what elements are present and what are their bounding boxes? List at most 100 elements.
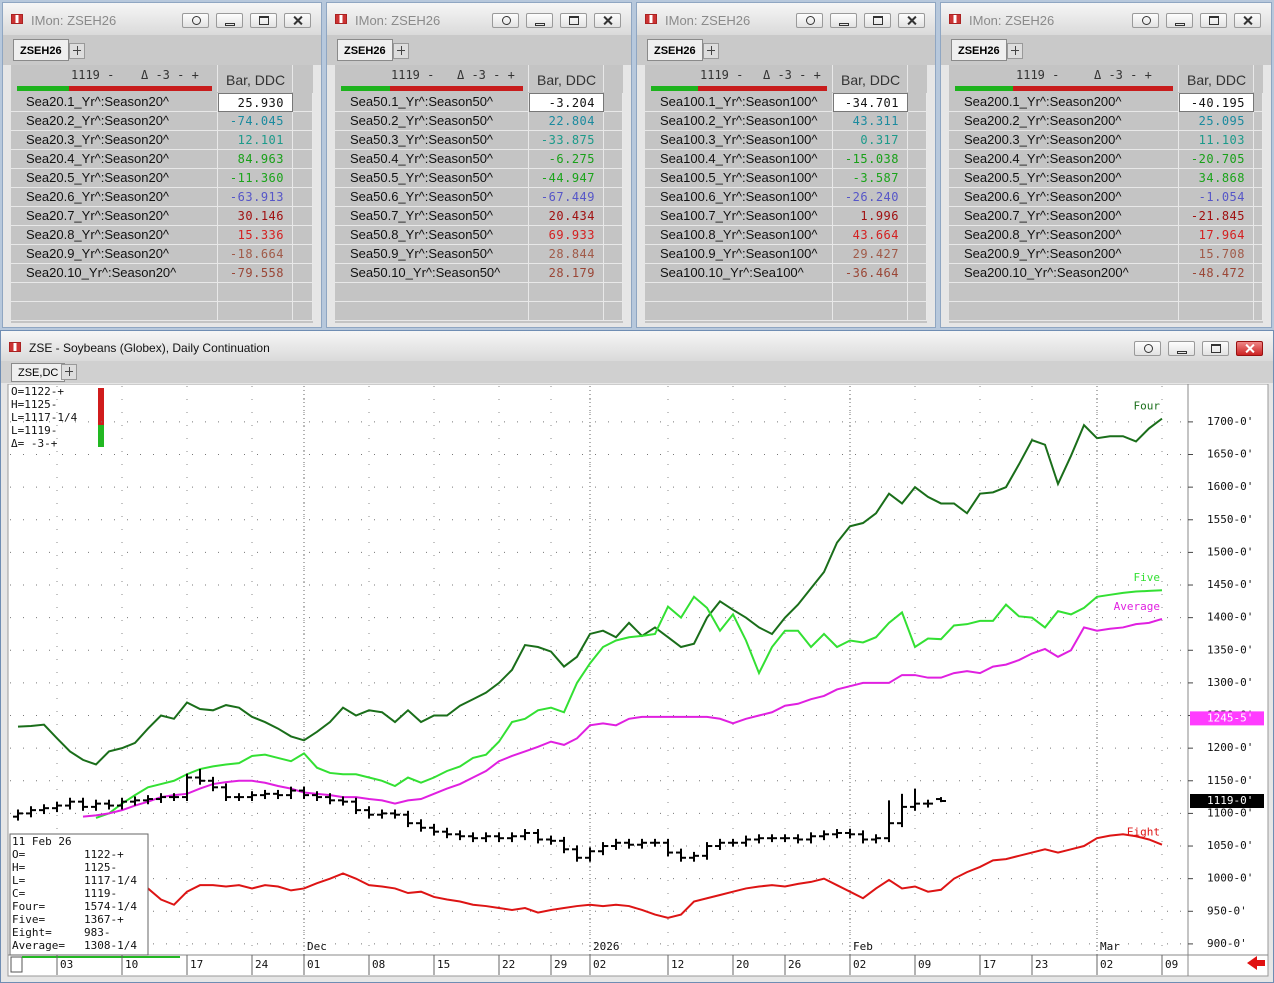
row-label bbox=[645, 302, 833, 321]
x-tick-label: 09 bbox=[918, 958, 931, 971]
y-tick-label: 1200-0' bbox=[1207, 741, 1253, 754]
add-tab[interactable] bbox=[1007, 43, 1023, 59]
table-row: Sea20.8_Yr^:Season20^ 15.336 bbox=[11, 226, 313, 245]
minimize-button[interactable] bbox=[526, 13, 553, 28]
header-delta: Δ -3 - + bbox=[141, 68, 199, 82]
row-value: 25.930 bbox=[218, 93, 293, 112]
add-tab[interactable] bbox=[703, 43, 719, 59]
row-value bbox=[833, 283, 908, 302]
column-header: Bar, DDC bbox=[537, 72, 597, 88]
minimize-button[interactable] bbox=[830, 13, 857, 28]
row-label: Sea20.2_Yr^:Season20^ bbox=[11, 112, 218, 131]
readout-line: L=1117-1/4 bbox=[11, 411, 78, 424]
row-label: Sea50.9_Yr^:Season50^ bbox=[335, 245, 529, 264]
price-tag bbox=[1190, 794, 1264, 809]
row-filler bbox=[293, 112, 313, 131]
chart-tab[interactable]: ZSE,DC bbox=[11, 363, 66, 382]
pin-button[interactable] bbox=[796, 13, 823, 28]
y-tick-label: 1350-0' bbox=[1207, 643, 1253, 656]
row-label: Sea20.7_Yr^:Season20^ bbox=[11, 207, 218, 226]
row-label: Sea50.5_Yr^:Season50^ bbox=[335, 169, 529, 188]
row-value: 20.434 bbox=[529, 207, 604, 226]
maximize-button[interactable] bbox=[560, 13, 587, 28]
change-bar-up bbox=[17, 86, 69, 91]
table-row: Sea20.3_Yr^:Season20^ 12.101 bbox=[11, 131, 313, 150]
row-value: -36.464 bbox=[833, 264, 908, 283]
monitor-tab[interactable]: ZSEH26 bbox=[337, 39, 393, 61]
pin-button[interactable] bbox=[1132, 13, 1159, 28]
y-tick-label: 1500-0' bbox=[1207, 545, 1253, 558]
tab-strip: ZSEH26 bbox=[3, 35, 321, 65]
row-label bbox=[335, 283, 529, 302]
table-row bbox=[949, 302, 1263, 321]
row-label: Sea20.6_Yr^:Season20^ bbox=[11, 188, 218, 207]
row-filler bbox=[908, 245, 927, 264]
table: 1119 - Δ -3 - + Bar, DDC Sea100.1_Yr^:Seaso… bbox=[645, 65, 927, 323]
column-header: Bar, DDC bbox=[841, 72, 901, 88]
series-line bbox=[95, 589, 1163, 819]
minimize-button[interactable] bbox=[216, 13, 243, 28]
row-filler bbox=[293, 302, 313, 321]
series-line bbox=[17, 417, 1163, 766]
row-label: Sea200.8_Yr^:Season200^ bbox=[949, 226, 1179, 245]
row-filler bbox=[1254, 150, 1263, 169]
row-label bbox=[11, 283, 218, 302]
maximize-button[interactable] bbox=[864, 13, 891, 28]
table-row: Sea20.10_Yr^:Season20^ -79.558 bbox=[11, 264, 313, 283]
close-button[interactable] bbox=[1236, 341, 1263, 356]
table-row: Sea100.9_Yr^:Season100^ 29.427 bbox=[645, 245, 927, 264]
close-button[interactable] bbox=[898, 13, 925, 28]
maximize-button[interactable] bbox=[1202, 341, 1229, 356]
close-button[interactable] bbox=[1234, 13, 1261, 28]
minimize-button[interactable] bbox=[1166, 13, 1193, 28]
add-tab[interactable] bbox=[69, 43, 85, 59]
y-tick-label: 1450-0' bbox=[1207, 578, 1253, 591]
readout-line: Δ= -3-+ bbox=[11, 437, 58, 450]
add-tab[interactable] bbox=[61, 364, 77, 380]
minimize-button[interactable] bbox=[1168, 341, 1195, 356]
row-label: Sea100.1_Yr^:Season100^ bbox=[645, 93, 833, 112]
x-tick-label: 20 bbox=[736, 958, 749, 971]
table-row bbox=[335, 283, 623, 302]
add-tab[interactable] bbox=[393, 43, 409, 59]
change-bar-up bbox=[341, 86, 390, 91]
maximize-button[interactable] bbox=[250, 13, 277, 28]
scroll-arrow[interactable] bbox=[1247, 956, 1265, 970]
close-button[interactable] bbox=[594, 13, 621, 28]
row-label: Sea20.10_Yr^:Season20^ bbox=[11, 264, 218, 283]
row-label: Sea50.6_Yr^:Season50^ bbox=[335, 188, 529, 207]
row-label: Sea100.3_Yr^:Season100^ bbox=[645, 131, 833, 150]
cursor-value: 1367-+ bbox=[84, 913, 124, 926]
table-row bbox=[645, 302, 927, 321]
table-row: Sea200.9_Yr^:Season200^ 15.708 bbox=[949, 245, 1263, 264]
close-button[interactable] bbox=[284, 13, 311, 28]
pin-button[interactable] bbox=[182, 13, 209, 28]
row-value: 0.317 bbox=[833, 131, 908, 150]
row-value: -21.845 bbox=[1179, 207, 1254, 226]
row-filler bbox=[1254, 226, 1263, 245]
table-row: Sea20.9_Yr^:Season20^ -18.664 bbox=[11, 245, 313, 264]
table-row: Sea200.10_Yr^:Season200^ -48.472 bbox=[949, 264, 1263, 283]
maximize-button[interactable] bbox=[1200, 13, 1227, 28]
row-label: Sea100.2_Yr^:Season100^ bbox=[645, 112, 833, 131]
monitor-tab[interactable]: ZSEH26 bbox=[647, 39, 703, 61]
pin-button[interactable] bbox=[1134, 341, 1161, 356]
row-label: Sea100.8_Yr^:Season100^ bbox=[645, 226, 833, 245]
row-filler bbox=[293, 226, 313, 245]
scroll-thumb[interactable] bbox=[10, 956, 23, 973]
monitor-tab[interactable]: ZSEH26 bbox=[13, 39, 69, 61]
cursor-value: 1119- bbox=[84, 887, 117, 900]
table-row: Sea50.10_Yr^:Season50^ 28.179 bbox=[335, 264, 623, 283]
header-cell: Bar, DDC bbox=[1179, 65, 1254, 92]
row-value: -40.195 bbox=[1179, 93, 1254, 112]
pin-button[interactable] bbox=[492, 13, 519, 28]
table-row: Sea50.1_Yr^:Season50^ -3.204 bbox=[335, 93, 623, 112]
y-tick-label: 1050-0' bbox=[1207, 839, 1253, 852]
x-tick-label: 03 bbox=[60, 958, 73, 971]
row-value: 84.963 bbox=[218, 150, 293, 169]
table-row: Sea100.2_Yr^:Season100^ 43.311 bbox=[645, 112, 927, 131]
readout-bar-green bbox=[98, 425, 104, 447]
row-filler bbox=[604, 131, 623, 150]
monitor-tab[interactable]: ZSEH26 bbox=[951, 39, 1007, 61]
table-row: Sea50.6_Yr^:Season50^ -67.449 bbox=[335, 188, 623, 207]
